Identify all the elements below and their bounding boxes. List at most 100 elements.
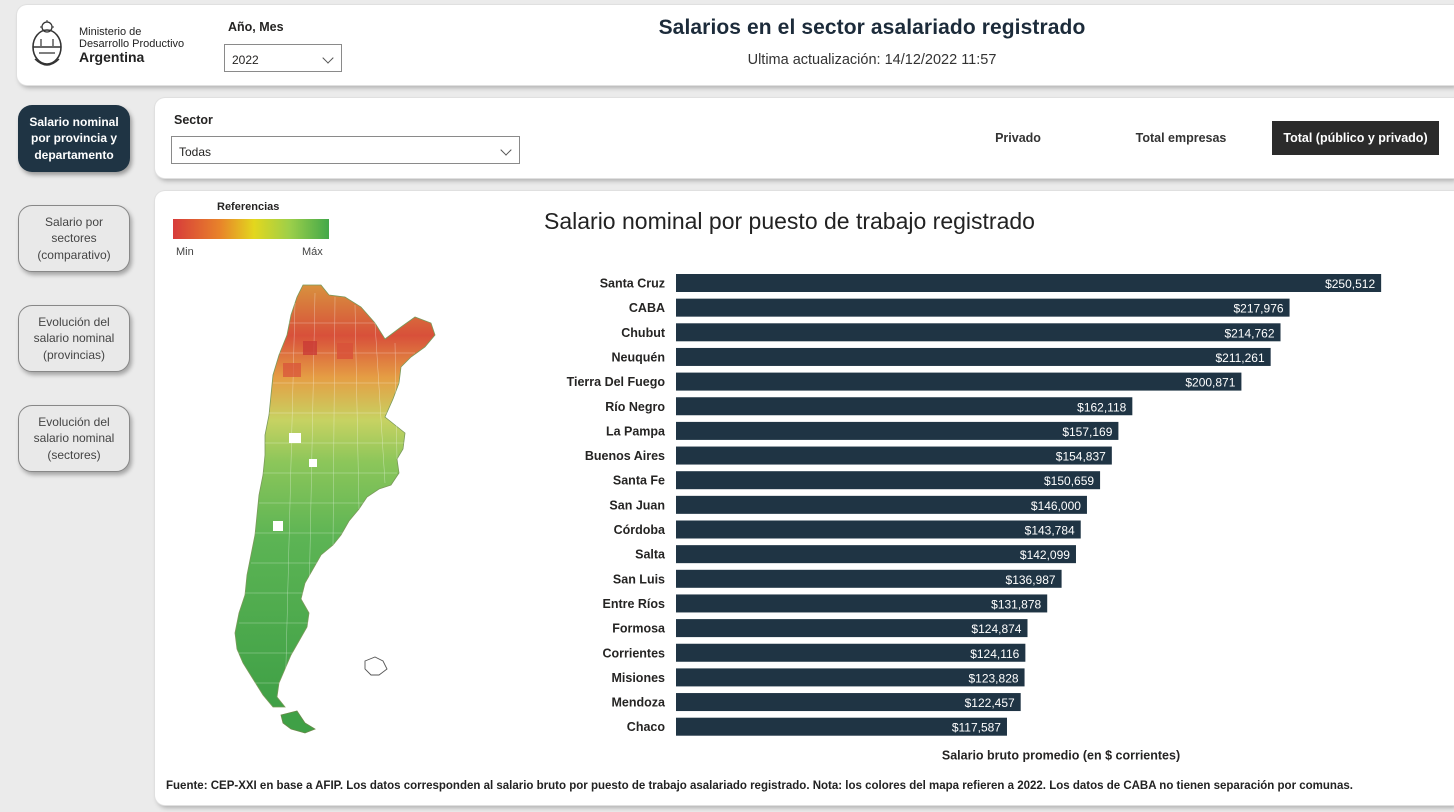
nav-evolucion-sectores[interactable]: Evolución del salario nominal (sectores) [18,405,130,472]
category-label: Santa Cruz [600,277,665,291]
bar[interactable] [676,717,1007,736]
segment-total-empresas[interactable]: Total empresas [1120,121,1242,155]
value-label: $124,874 [971,622,1021,636]
header-card: Ministerio de Desarrollo Productivo Arge… [17,5,1454,85]
ministry-country: Argentina [79,49,145,65]
bar[interactable] [676,274,1382,292]
category-label: Entre Ríos [602,597,665,611]
nav-evolucion-provincias[interactable]: Evolución del salario nominal (provincia… [18,305,130,372]
bar[interactable] [676,347,1271,366]
value-label: $143,784 [1025,524,1075,538]
value-label: $136,987 [1006,573,1056,587]
value-label: $142,099 [1020,548,1070,562]
source-note: Fuente: CEP-XXI en base a AFIP. Los dato… [166,780,1353,792]
nav-label: Evolución del salario nominal (provincia… [33,314,115,362]
segment-privado[interactable]: Privado [961,121,1075,155]
coat-of-arms-icon [32,20,62,66]
category-label: Corrientes [602,646,665,660]
chevron-down-icon [322,52,334,64]
bar[interactable] [676,693,1021,712]
category-label: San Juan [609,498,665,512]
map-department-borders [235,292,415,704]
main-card: Referencias Min Máx [155,191,1454,805]
value-label: $123,828 [968,671,1018,685]
legend-gradient [173,219,329,239]
category-label: Mendoza [612,696,667,710]
ministry-logo: Ministerio de Desarrollo Productivo Arge… [29,19,199,75]
category-label: La Pampa [606,424,666,438]
period-dropdown[interactable]: 2022 [224,44,342,72]
value-label: $217,976 [1233,302,1283,316]
nav-label: Evolución del salario nominal (sectores) [33,414,115,462]
last-update-text: Ultima actualización: 14/12/2022 11:57 [747,52,997,68]
value-label: $124,116 [970,647,1019,661]
category-label: Santa Fe [613,474,665,488]
value-label: $157,169 [1062,425,1112,439]
map-islands [364,656,388,676]
nav-salario-sectores[interactable]: Salario por sectores (comparativo) [18,205,130,272]
category-label: Tierra Del Fuego [567,375,666,389]
segment-label: Total empresas [1135,131,1227,145]
value-label: $200,871 [1185,376,1235,390]
segment-label: Total (público y privado) [1283,131,1428,145]
bar[interactable] [676,372,1242,391]
period-value: 2022 [232,53,259,67]
value-label: $122,457 [965,696,1015,710]
value-label: $214,762 [1224,326,1274,340]
sector-value: Todas [179,145,212,159]
category-label: Río Negro [605,400,665,414]
segment-total-publico-privado[interactable]: Total (público y privado) [1272,121,1439,155]
bar[interactable] [676,594,1048,613]
value-label: $211,261 [1215,351,1264,365]
legend-title: Referencias [217,201,280,213]
value-label: $131,878 [991,597,1041,611]
map-tierra-del-fuego [280,710,316,734]
bar[interactable] [676,323,1281,342]
period-label: Año, Mes [228,20,284,34]
nav-label: Salario nominal por provincia y departam… [29,114,119,162]
bar[interactable] [676,298,1290,317]
bar[interactable] [676,619,1028,638]
category-label: Salta [635,548,666,562]
legend-min: Min [176,246,194,258]
value-label: $150,659 [1044,474,1094,488]
sector-label: Sector [174,113,213,127]
ministry-line1: Ministerio de [79,26,142,38]
category-label: Formosa [612,622,666,636]
ministry-line2: Desarrollo Productivo [79,38,185,50]
bar[interactable] [676,495,1087,514]
bar[interactable] [676,545,1076,564]
map-high-salary-patches [273,341,353,531]
bar[interactable] [676,643,1026,662]
bar[interactable] [676,520,1081,539]
bar[interactable] [676,471,1101,490]
value-label: $146,000 [1031,499,1081,513]
legend-max: Máx [302,246,323,258]
nav-salario-provincia[interactable]: Salario nominal por provincia y departam… [18,105,130,172]
value-label: $162,118 [1077,400,1126,414]
category-label: Buenos Aires [585,449,665,463]
filters-card: Sector Todas Privado Total empresas Tota… [155,98,1454,178]
bar[interactable] [676,446,1112,465]
sector-dropdown[interactable]: Todas [171,136,520,164]
bar[interactable] [676,421,1119,440]
x-axis-label: Salario bruto promedio (en $ corrientes) [942,748,1180,762]
category-label: Córdoba [614,523,666,537]
bar[interactable] [676,569,1062,588]
category-label: San Luis [613,572,665,586]
value-label: $250,512 [1325,277,1375,291]
map-mainland [234,284,436,708]
value-label: $117,587 [952,721,1001,735]
category-label: Chaco [627,720,666,734]
bar[interactable] [676,668,1025,687]
segment-label: Privado [995,131,1041,145]
category-label: Chubut [621,326,666,340]
page-title: Salarios en el sector asalariado registr… [658,16,1086,39]
category-label: Neuquén [612,350,665,364]
value-label: $154,837 [1056,450,1106,464]
bar[interactable] [676,397,1133,416]
category-label: Misiones [612,671,666,685]
bar-chart: Santa Cruz $250,512 CABA $217,976 Chubut $214… [567,274,1382,762]
chart-title: Salario nominal por puesto de trabajo re… [544,208,1035,234]
argentina-map[interactable] [225,283,455,743]
